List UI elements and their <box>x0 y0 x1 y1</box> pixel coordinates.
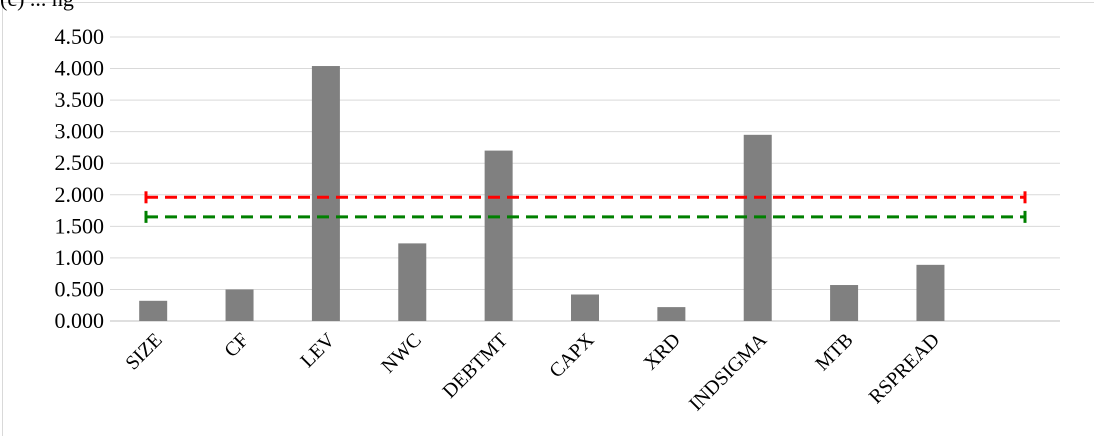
chart-header-fragment: (c) ... ng <box>0 0 74 12</box>
x-tick-label: LEV <box>296 329 339 372</box>
reference-lines <box>144 191 1027 223</box>
bar-indsigma <box>743 134 772 321</box>
bar-mtb <box>830 285 859 321</box>
y-tick-label: 2.500 <box>55 150 105 175</box>
y-tick-label: 4.500 <box>55 24 105 49</box>
y-tick-label: 4.000 <box>55 56 105 81</box>
x-tick-label: RSPREAD <box>865 329 944 408</box>
y-tick-label: 3.000 <box>55 119 105 144</box>
y-tick-label: 2.000 <box>55 182 105 207</box>
x-tick-label: CAPX <box>545 329 599 383</box>
x-tick-label: XRD <box>639 329 684 374</box>
x-tick-label: INDSIGMA <box>685 329 772 416</box>
y-tick-label: 1.000 <box>55 245 105 270</box>
y-tick-label: 0.500 <box>55 276 105 301</box>
y-tick-label: 3.500 <box>55 87 105 112</box>
y-tick-label: 1.500 <box>55 213 105 238</box>
bar-rspread <box>916 264 945 321</box>
x-tick-label: DEBTMT <box>438 329 512 403</box>
x-axis: SIZE CF LEV NWC DEBTMT CAPX XRD INDSIGMA MTB RSPR… <box>121 329 944 416</box>
x-tick-label: NWC <box>377 329 426 378</box>
gridlines <box>110 36 1060 322</box>
bar-lev <box>311 66 340 321</box>
x-tick-label: MTB <box>811 329 857 375</box>
x-tick-label: CF <box>220 329 253 362</box>
bars <box>139 66 945 321</box>
bar-debtmt <box>484 150 513 321</box>
x-tick-label: SIZE <box>121 329 166 374</box>
y-axis: 0.000 0.500 1.000 1.500 2.000 2.500 3.000 3.500… <box>55 24 105 333</box>
bar-capx <box>571 294 599 321</box>
bar-nwc <box>398 243 427 321</box>
bar-cf <box>225 289 254 321</box>
bar-size <box>139 300 168 321</box>
y-tick-label: 0.000 <box>55 308 105 333</box>
bar-xrd <box>657 307 686 321</box>
